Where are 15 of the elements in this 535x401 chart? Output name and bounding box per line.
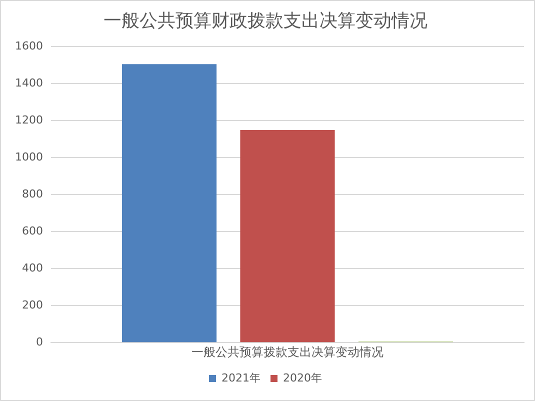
y-tick-label: 1600 [14,39,43,52]
legend-label: 2020年 [283,371,322,384]
legend-label: 2021年 [222,371,261,384]
y-tick-label: 200 [22,298,43,312]
y-tick-label: 0 [36,335,43,348]
bar [240,130,335,342]
y-tick-label: 1400 [14,76,43,90]
x-tick-label: 一般公共预算拨款支出决算变动情况 [191,344,384,359]
y-tick-label: 800 [22,187,43,200]
chart-title: 一般公共预算财政拨款支出决算变动情况 [104,10,428,32]
bar [122,64,217,342]
y-tick-label: 400 [22,261,43,274]
y-tick-label: 1200 [14,113,43,126]
y-tick-label: 1000 [14,150,43,164]
y-tick-label: 600 [22,224,43,238]
